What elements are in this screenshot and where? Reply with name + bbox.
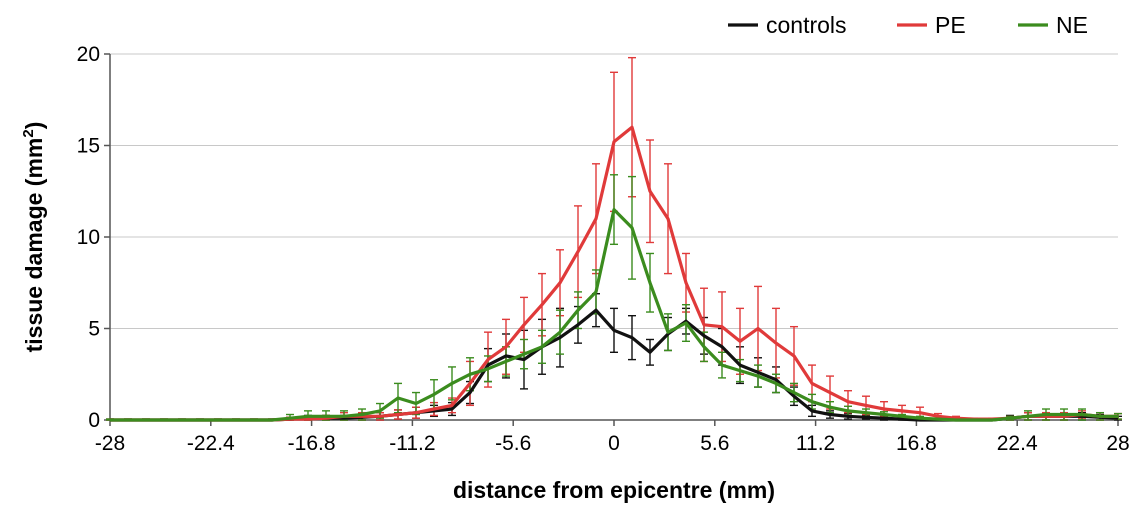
x-tick-label: 11.2 <box>796 432 835 455</box>
y-axis-title: tissue damage (mm2) <box>20 122 47 353</box>
x-tick-label: -5.6 <box>495 432 531 455</box>
series-line-ne <box>110 208 1118 422</box>
x-tick-label: 0 <box>608 432 620 455</box>
x-axis-title: distance from epicentre (mm) <box>453 477 775 503</box>
legend-label-ne: NE <box>1056 12 1088 38</box>
x-ticks: -28 -22.4 -16.8 -11.2 -5.6 0 5.6 11.2 16.8 22.4 28 <box>95 420 1130 455</box>
x-tick-label: -22.4 <box>187 432 235 455</box>
x-tick-label: -11.2 <box>389 432 435 455</box>
legend-label-pe: PE <box>935 12 966 38</box>
y-tick-label: 0 <box>88 409 100 432</box>
y-axis-title-superscript: 2 <box>20 129 37 137</box>
y-tick-label: 5 <box>88 318 100 341</box>
x-tick-label: -28 <box>95 432 125 455</box>
y-axis-title-end: ) <box>21 122 47 130</box>
y-tick-label: 10 <box>77 226 100 249</box>
series-lines <box>110 125 1119 422</box>
x-tick-label: 5.6 <box>700 432 729 455</box>
y-tick-label: 15 <box>77 135 100 158</box>
error-bars <box>106 56 1122 421</box>
legend-label-controls: controls <box>766 12 847 38</box>
legend: controls PE NE <box>728 12 1088 38</box>
y-ticks: 0 5 10 15 20 <box>77 43 110 432</box>
x-tick-label: 28 <box>1106 432 1129 455</box>
x-tick-label: 22.4 <box>997 432 1038 455</box>
y-axis-title-main: tissue damage (mm <box>21 138 47 353</box>
x-tick-label: -16.8 <box>288 432 336 455</box>
x-tick-label: 16.8 <box>896 432 937 455</box>
y-tick-label: 20 <box>77 43 100 66</box>
